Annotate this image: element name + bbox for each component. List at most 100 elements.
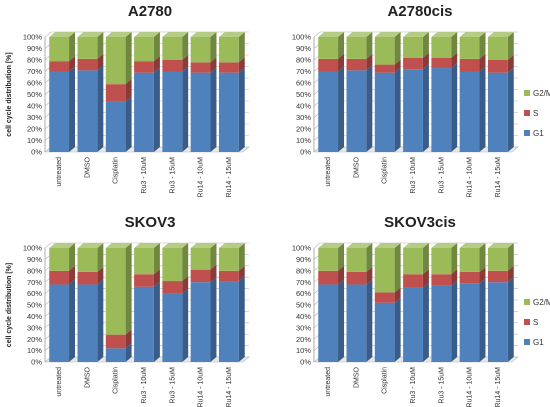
y-tick-label: 60% <box>27 289 42 298</box>
bar-g1-6 <box>218 67 245 152</box>
bar-g2m-0 <box>49 243 76 271</box>
bar-g1-5 <box>190 277 217 362</box>
bar-stack <box>190 32 217 152</box>
y-tick-label: 60% <box>296 79 311 88</box>
bar-g2m-5 <box>190 243 217 270</box>
x-tick-label: Ru14 - 15uM <box>495 367 502 407</box>
chart-3: SKOV3cis 0% 10% 20% 30% 40% 50% 60% 70% 80% 90% 100… <box>292 214 519 407</box>
bar-g1-4 <box>431 280 458 362</box>
x-tick-label: DMSO <box>84 366 91 388</box>
x-tick-label: untreated <box>325 157 332 187</box>
bar-s-1 <box>77 53 104 71</box>
y-tick-label: 20% <box>27 125 42 134</box>
bar-g2m-1 <box>77 32 104 59</box>
bar-g2m-3 <box>134 32 160 62</box>
legend-item: G2/M <box>524 298 550 307</box>
y-tick-label: 80% <box>296 56 311 65</box>
x-tick-label: DMSO <box>84 156 91 178</box>
bar-stack <box>487 32 514 152</box>
bar-stack <box>134 32 160 152</box>
bar-g1-6 <box>218 276 245 362</box>
y-tick-label: 80% <box>296 266 311 275</box>
bar-stack <box>134 243 160 362</box>
legend-item: S <box>524 318 538 327</box>
y-tick-label: 50% <box>27 301 42 310</box>
bar-s-5 <box>459 53 486 72</box>
bar-stack <box>49 32 76 152</box>
bar-g2m-1 <box>346 32 373 59</box>
bar-g2m-0 <box>318 32 345 59</box>
x-tick-label: Ru3 - 15uM <box>169 157 176 194</box>
bar-s-2 <box>374 59 401 73</box>
y-tick-label: 20% <box>296 335 311 344</box>
bar-g2m-2 <box>374 243 401 293</box>
bar-s-6 <box>487 55 514 73</box>
chart-0: A2780 0% 10% 20% 30% 40% 50% 60% 70% 80% 90% 100% ce… <box>6 3 250 197</box>
bar-g1-4 <box>162 66 189 152</box>
legend-label: G2/M <box>533 89 550 98</box>
bar-g1-2 <box>374 67 401 152</box>
bar-stack <box>77 32 104 152</box>
y-tick-label: 10% <box>27 136 42 145</box>
bar-stack <box>431 243 458 362</box>
bar-stack <box>346 243 373 362</box>
bar-stack <box>318 32 345 152</box>
bar-s-5 <box>190 57 217 73</box>
bar-s-3 <box>403 52 429 70</box>
x-tick-label: untreated <box>325 367 332 397</box>
legend-item: G1 <box>524 338 544 347</box>
bar-s-5 <box>190 264 217 283</box>
y-tick-label: 80% <box>27 56 42 65</box>
x-tick-label: Ru14 - 10uM <box>467 157 474 198</box>
chart-panels: A2780 0% 10% 20% 30% 40% 50% 60% 70% 80% 90% 100% ce… <box>6 3 519 407</box>
legend-label: S <box>533 109 538 118</box>
y-tick-label: 90% <box>27 44 42 53</box>
bar-g1-0 <box>318 279 345 362</box>
bar-g2m-4 <box>162 243 189 282</box>
bar-g2m-4 <box>431 32 458 58</box>
legend-label: S <box>533 318 538 327</box>
bar-stack <box>318 243 345 362</box>
y-tick-label: 70% <box>296 278 311 287</box>
bar-g1-1 <box>346 65 373 152</box>
bar-g2m-6 <box>487 243 514 271</box>
bar-g1-6 <box>487 277 514 362</box>
bar-g2m-3 <box>403 32 429 58</box>
y-tick-label: 50% <box>27 90 42 99</box>
bar-stack <box>162 32 189 152</box>
y-tick-label: 30% <box>296 113 311 122</box>
x-tick-label: untreated <box>56 157 63 187</box>
chart-title: A2780cis <box>387 3 452 20</box>
bar-stack <box>374 32 401 152</box>
bar-stack <box>459 32 486 152</box>
bar-s-5 <box>459 266 486 284</box>
legend-swatch <box>524 110 530 116</box>
y-tick-label: 10% <box>296 346 311 355</box>
bar-s-2 <box>105 79 132 102</box>
bar-s-0 <box>318 53 345 72</box>
bar-g2m-3 <box>134 243 160 275</box>
y-tick-label: 100% <box>292 33 312 42</box>
legend-top: G2/M S G1 <box>524 89 550 138</box>
bar-s-6 <box>218 57 245 73</box>
y-tick-label: 0% <box>300 358 311 367</box>
y-tick-label: 40% <box>27 102 42 111</box>
bar-g1-3 <box>134 281 160 362</box>
bar-g2m-0 <box>318 243 345 271</box>
bar-g2m-5 <box>459 243 486 272</box>
bar-stack <box>403 32 429 152</box>
y-tick-label: 70% <box>27 67 42 76</box>
x-tick-label: untreated <box>56 367 63 397</box>
bar-g2m-2 <box>105 32 132 85</box>
legend-swatch <box>524 319 530 325</box>
bar-s-4 <box>162 276 189 294</box>
gridline-depth <box>44 242 52 249</box>
y-tick-label: 0% <box>31 148 42 157</box>
chart-title: A2780 <box>128 3 172 20</box>
y-tick-label: 80% <box>27 266 42 275</box>
bar-g2m-4 <box>431 243 458 275</box>
bar-stack <box>346 32 373 152</box>
y-tick-label: 90% <box>296 44 311 53</box>
x-tick-label: DMSO <box>353 156 360 178</box>
